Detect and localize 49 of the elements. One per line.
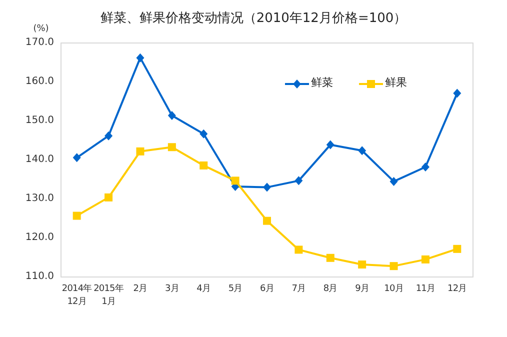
x-tick-label: 2014年12月 (60, 283, 93, 309)
point (294, 176, 303, 186)
point (294, 246, 303, 254)
x-tick-label: 5月 (227, 283, 244, 296)
y-tick-label: 140.0 (24, 153, 54, 167)
x-tick-label: 4月 (196, 283, 212, 296)
point (421, 255, 430, 264)
point (168, 111, 176, 120)
point (421, 162, 430, 172)
point (263, 182, 271, 192)
y-tick-label: 160.0 (24, 75, 54, 89)
x-tick-label: 3月 (164, 283, 180, 296)
point (326, 140, 334, 150)
point (136, 147, 144, 156)
y-tick-label: 170.0 (24, 36, 54, 50)
y-tick-label: 150.0 (24, 114, 54, 128)
y-tick-label: 120.0 (24, 231, 54, 245)
point (231, 176, 240, 185)
point (104, 193, 113, 202)
point (104, 131, 113, 140)
x-tick-label: 2015年1月 (92, 283, 125, 309)
point (200, 129, 208, 138)
point (200, 161, 208, 170)
y-tick-label: 130.0 (24, 192, 54, 206)
legend-label: 鲜果 (385, 76, 407, 90)
point (72, 153, 81, 162)
x-tick-label: 2月 (132, 283, 148, 296)
legend-label: 鲜菜 (311, 76, 333, 90)
point (390, 262, 398, 270)
point (390, 176, 398, 186)
x-tick-label: 8月 (322, 283, 338, 296)
x-tick-label: 6月 (259, 283, 275, 296)
x-tick-label: 7月 (290, 283, 307, 296)
point (358, 260, 366, 269)
point (136, 53, 144, 62)
x-tick-label: 10月 (383, 283, 404, 296)
point (168, 143, 176, 152)
point (453, 244, 462, 253)
point (453, 88, 462, 98)
chart-title: 鲜菜、鲜果价格变动情况（2010年12月价格=100） (100, 11, 407, 26)
y-axis-title: (%) (32, 23, 50, 36)
point (358, 146, 366, 156)
point (326, 254, 334, 262)
point (263, 216, 271, 225)
x-tick-label: 12月 (446, 283, 468, 296)
point (72, 212, 81, 220)
x-tick-label: 11月 (414, 283, 436, 296)
x-tick-label: 9月 (354, 283, 370, 296)
y-tick-label: 110.0 (24, 270, 54, 284)
